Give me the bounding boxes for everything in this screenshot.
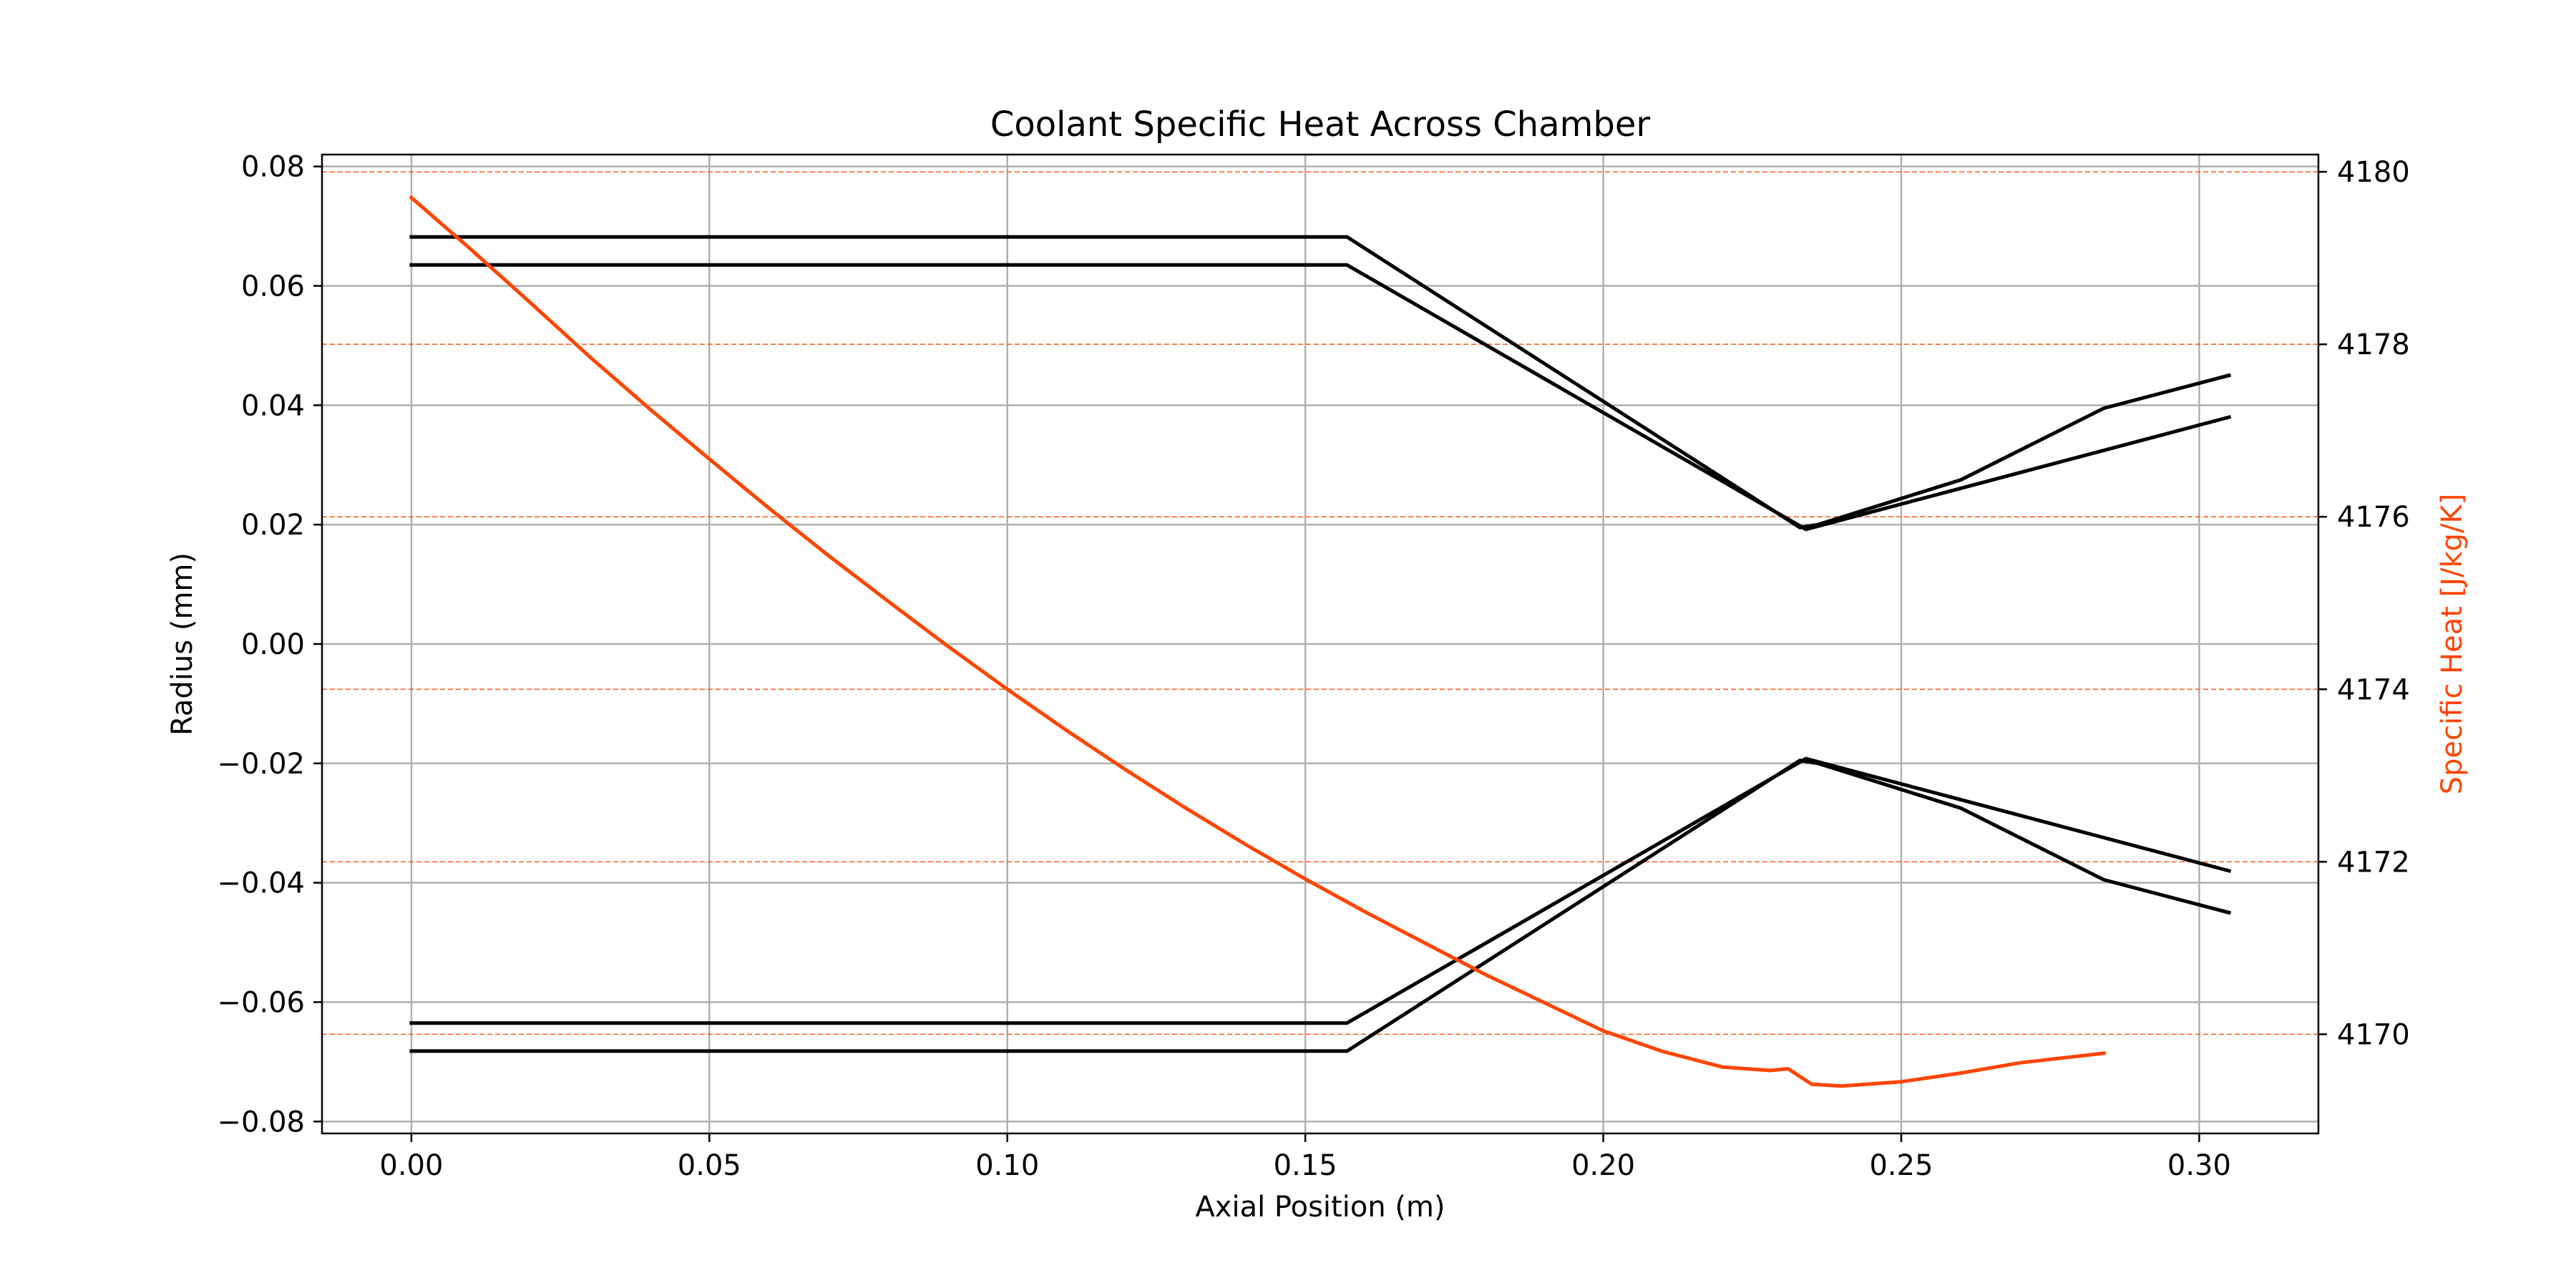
y2-tick-label: 4170 xyxy=(2337,1018,2410,1051)
grid-layer xyxy=(322,155,2318,1133)
x-tick-label: 0.05 xyxy=(678,1149,741,1182)
x-axis-label: Axial Position (m) xyxy=(1195,1191,1445,1224)
chamber-contour-line-4 xyxy=(409,758,2232,1053)
x-tick-label: 0.20 xyxy=(1571,1149,1635,1182)
y2-tick-label: 4174 xyxy=(2337,673,2410,706)
y2-tick-label: 4180 xyxy=(2337,156,2410,189)
secondary-grid-layer xyxy=(322,171,2318,1035)
y-tick-label: −0.04 xyxy=(217,867,305,900)
x-tick-label: 0.15 xyxy=(1274,1149,1337,1182)
chamber-contour-line-3 xyxy=(409,756,2232,1025)
y-axis-label: Radius (mm) xyxy=(166,552,199,736)
chamber-contour-line-2 xyxy=(409,263,2232,532)
x-tick-label: 0.00 xyxy=(379,1149,443,1182)
y2-tick-label: 4178 xyxy=(2337,328,2410,361)
x-tick-label: 0.30 xyxy=(2167,1149,2231,1182)
y-tick-label: −0.08 xyxy=(217,1106,305,1138)
series-layer xyxy=(409,195,2232,1088)
y-tick-label: 0.08 xyxy=(241,151,305,184)
y-tick-label: 0.04 xyxy=(241,389,305,422)
y-tick-label: 0.02 xyxy=(241,509,305,542)
y-ticks: 0.08 0.06 0.04 0.02 0.00 −0.02 −0.04 −0.06 −0.08 xyxy=(217,151,322,1138)
specific-heat-line xyxy=(409,195,2106,1088)
chart-title: Coolant Specific Heat Across Chamber xyxy=(990,104,1651,145)
y2-tick-label: 4172 xyxy=(2337,846,2410,879)
y-tick-label: −0.02 xyxy=(217,748,305,781)
y2-axis-label: Specific Heat [J/kg/K] xyxy=(2436,494,2469,795)
x-ticks: 0.00 0.05 0.10 0.15 0.20 0.25 0.30 xyxy=(379,1133,2231,1182)
y2-ticks: 4180 4178 4176 4174 4172 4170 xyxy=(2318,156,2410,1051)
y2-tick-label: 4176 xyxy=(2337,501,2410,534)
y-tick-label: 0.00 xyxy=(241,628,305,661)
x-tick-label: 0.25 xyxy=(1869,1149,1933,1182)
y-tick-label: 0.06 xyxy=(241,270,305,303)
x-tick-label: 0.10 xyxy=(975,1149,1039,1182)
y-tick-label: −0.06 xyxy=(217,986,305,1019)
